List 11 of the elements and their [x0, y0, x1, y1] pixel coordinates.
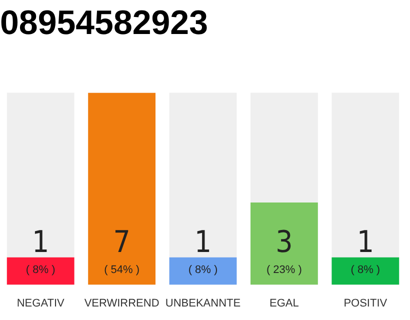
x-tick-label: VERWIRREND: [84, 297, 160, 310]
chart-title: 08954582923: [0, 4, 208, 42]
x-tick-label: NEGATIV: [16, 297, 65, 310]
data-label: 3 ( 23% ): [266, 224, 302, 276]
data-label: 1 ( 8% ): [26, 224, 56, 276]
x-tick-label: EGAL: [270, 297, 299, 310]
data-label: 1 ( 8% ): [350, 224, 380, 276]
data-label: 1 ( 8% ): [188, 224, 218, 276]
x-tick-label: POSITIV: [344, 297, 388, 310]
data-label: 7 ( 54% ): [104, 224, 140, 276]
x-tick-label: UNBEKANNTE: [165, 297, 241, 310]
